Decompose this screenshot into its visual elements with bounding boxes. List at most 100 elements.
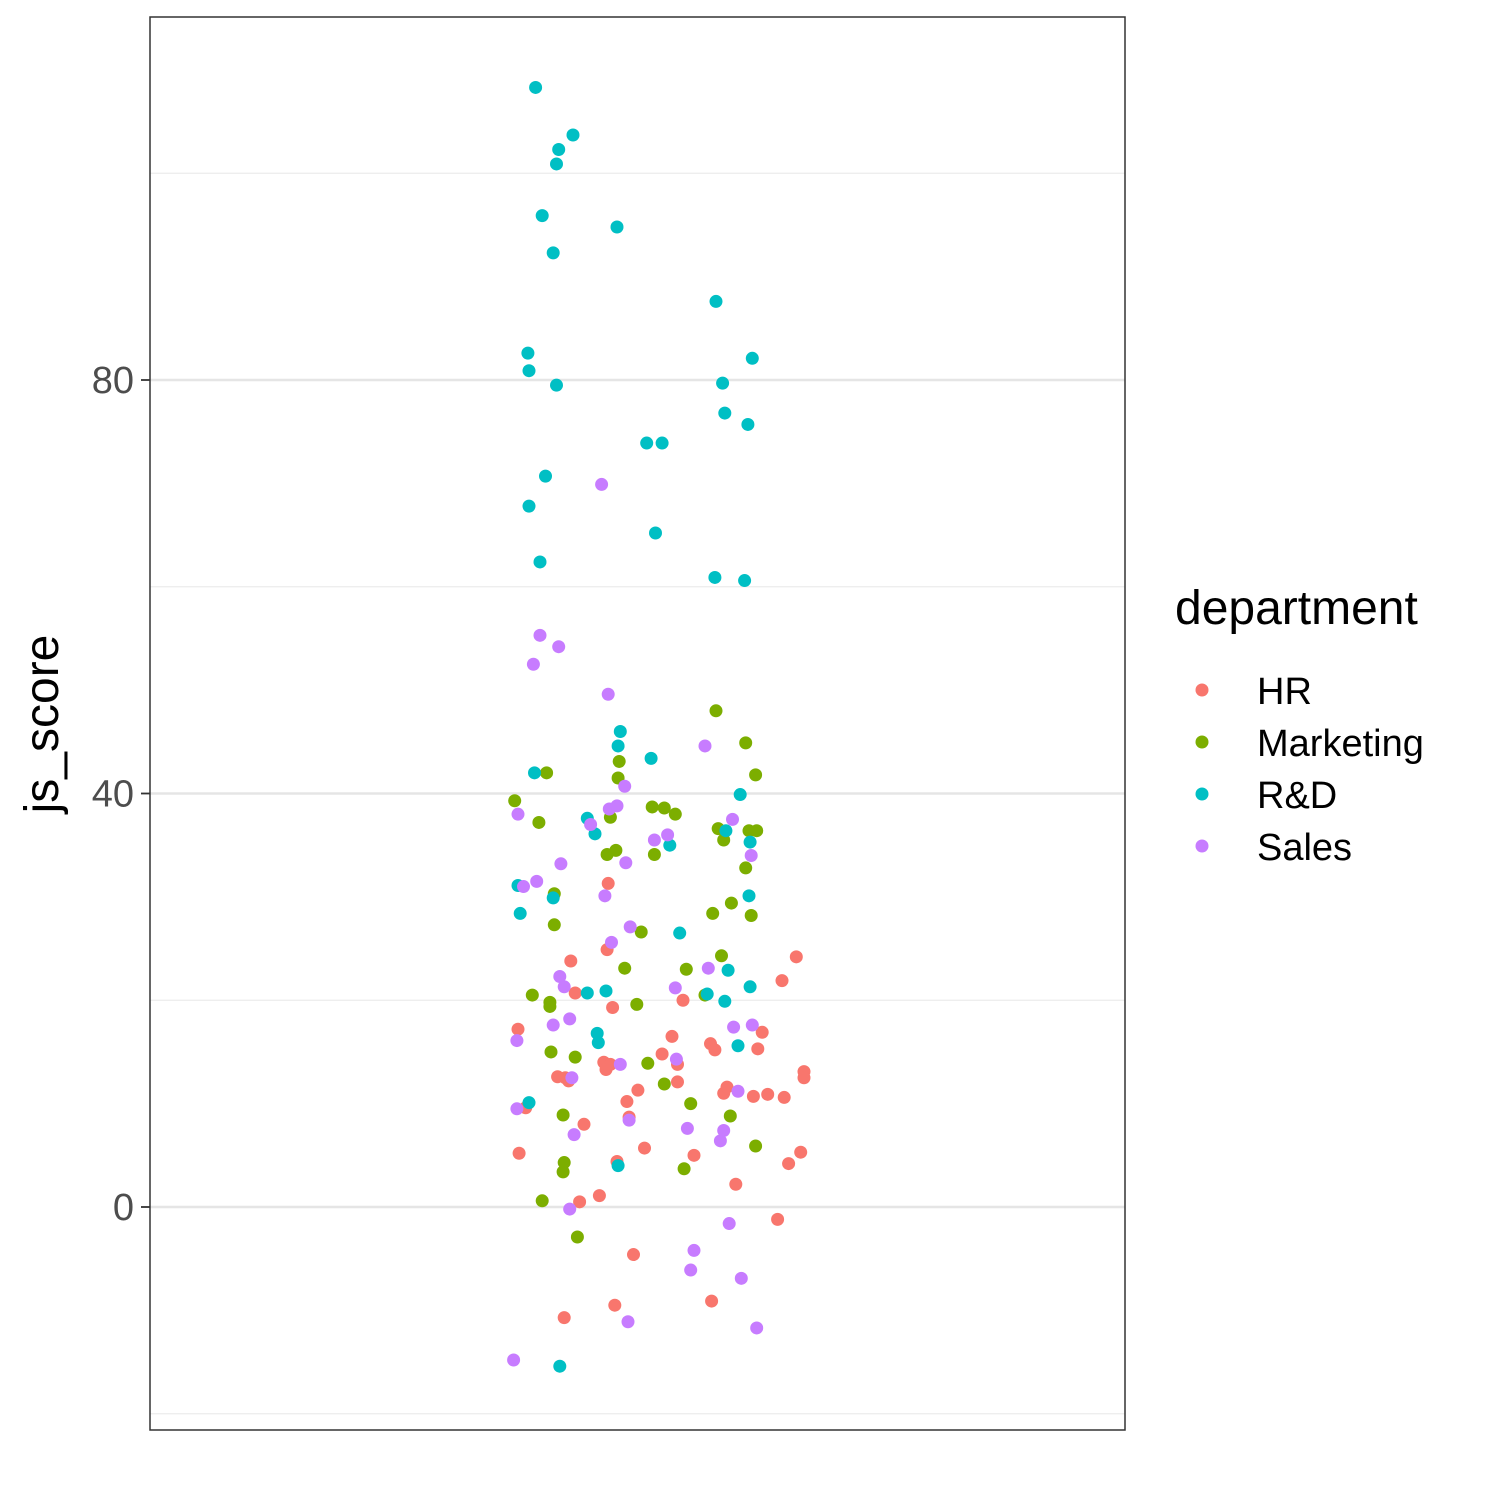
point-r-d bbox=[513, 906, 527, 920]
point-r-d bbox=[731, 1039, 745, 1053]
point-sales bbox=[557, 980, 571, 994]
point-sales bbox=[552, 640, 566, 654]
point-marketing bbox=[535, 1194, 549, 1208]
point-hr bbox=[794, 1145, 808, 1159]
point-r-d bbox=[552, 142, 566, 156]
legend-label-sales: Sales bbox=[1257, 827, 1352, 869]
point-r-d bbox=[521, 346, 535, 360]
point-sales bbox=[744, 849, 758, 863]
point-r-d bbox=[743, 835, 757, 849]
point-hr bbox=[708, 1043, 722, 1057]
point-sales bbox=[584, 818, 598, 832]
point-r-d bbox=[709, 294, 723, 308]
point-hr bbox=[782, 1157, 796, 1171]
point-sales bbox=[517, 880, 530, 894]
point-marketing bbox=[618, 961, 632, 975]
point-r-d bbox=[550, 157, 563, 171]
point-r-d bbox=[550, 378, 563, 392]
point-sales bbox=[530, 874, 544, 888]
legend-key-marketing bbox=[1195, 735, 1209, 749]
point-sales bbox=[533, 628, 547, 642]
point-marketing bbox=[609, 843, 623, 857]
legend-label-r-d: R&D bbox=[1257, 775, 1337, 817]
point-marketing bbox=[657, 1077, 671, 1091]
point-r-d bbox=[718, 406, 732, 420]
point-hr bbox=[676, 993, 690, 1007]
point-sales bbox=[622, 1113, 636, 1127]
point-hr bbox=[761, 1087, 775, 1101]
point-sales bbox=[510, 1034, 524, 1048]
point-r-d bbox=[719, 824, 733, 838]
legend-key-r-d bbox=[1195, 787, 1209, 801]
point-marketing bbox=[525, 988, 539, 1002]
point-hr bbox=[512, 1146, 526, 1160]
point-r-d bbox=[640, 436, 654, 450]
point-hr bbox=[665, 1029, 679, 1043]
point-hr bbox=[775, 974, 789, 988]
y-tick-label: 0 bbox=[113, 1187, 134, 1229]
point-r-d bbox=[566, 128, 580, 142]
point-marketing bbox=[724, 896, 738, 910]
point-marketing bbox=[556, 1108, 570, 1122]
point-sales bbox=[619, 856, 633, 870]
point-r-d bbox=[745, 351, 759, 365]
point-marketing bbox=[706, 906, 720, 920]
point-r-d bbox=[700, 987, 714, 1001]
point-marketing bbox=[544, 1045, 558, 1059]
point-r-d bbox=[528, 766, 541, 780]
point-hr bbox=[551, 1070, 565, 1084]
point-marketing bbox=[657, 801, 671, 815]
point-marketing bbox=[647, 847, 661, 861]
point-sales bbox=[510, 1102, 524, 1116]
point-r-d bbox=[613, 724, 627, 738]
point-hr bbox=[755, 1025, 769, 1039]
point-hr bbox=[557, 1311, 571, 1325]
point-r-d bbox=[649, 526, 662, 540]
point-hr bbox=[655, 1047, 669, 1061]
point-hr bbox=[599, 1063, 613, 1077]
point-hr bbox=[671, 1075, 684, 1089]
point-marketing bbox=[744, 908, 758, 922]
point-r-d bbox=[743, 980, 757, 994]
point-r-d bbox=[553, 1359, 567, 1373]
point-sales bbox=[601, 687, 615, 701]
point-r-d bbox=[611, 1159, 625, 1173]
point-r-d bbox=[580, 986, 594, 1000]
point-sales bbox=[507, 1353, 521, 1367]
point-hr bbox=[606, 1000, 620, 1014]
point-hr bbox=[771, 1212, 785, 1226]
point-marketing bbox=[547, 918, 561, 932]
point-sales bbox=[647, 833, 661, 847]
legend-title: department bbox=[1175, 582, 1418, 635]
point-sales bbox=[618, 779, 632, 793]
point-r-d bbox=[741, 417, 755, 431]
point-r-d bbox=[533, 555, 547, 569]
y-axis-title: js_score bbox=[16, 635, 69, 816]
point-sales bbox=[565, 1071, 579, 1085]
point-r-d bbox=[733, 788, 747, 802]
point-sales bbox=[563, 1012, 577, 1026]
point-r-d bbox=[673, 926, 687, 940]
point-r-d bbox=[663, 838, 677, 852]
point-sales bbox=[734, 1271, 748, 1285]
point-hr bbox=[568, 986, 582, 1000]
point-sales bbox=[598, 889, 612, 903]
point-sales bbox=[567, 1128, 581, 1142]
y-axis: 0 40 80 bbox=[92, 360, 150, 1229]
legend-key-hr bbox=[1195, 683, 1209, 697]
point-marketing bbox=[641, 1056, 655, 1070]
point-r-d bbox=[546, 246, 560, 260]
point-sales bbox=[595, 477, 609, 491]
point-sales bbox=[687, 1243, 701, 1257]
point-marketing bbox=[568, 1050, 582, 1064]
point-hr bbox=[608, 1298, 622, 1312]
legend-label-marketing: Marketing bbox=[1257, 723, 1424, 765]
point-hr bbox=[789, 950, 803, 964]
point-hr bbox=[705, 1294, 719, 1308]
point-marketing bbox=[634, 925, 648, 939]
point-r-d bbox=[599, 984, 613, 998]
point-sales bbox=[722, 1217, 736, 1231]
point-r-d bbox=[522, 364, 536, 378]
point-r-d bbox=[716, 376, 730, 390]
